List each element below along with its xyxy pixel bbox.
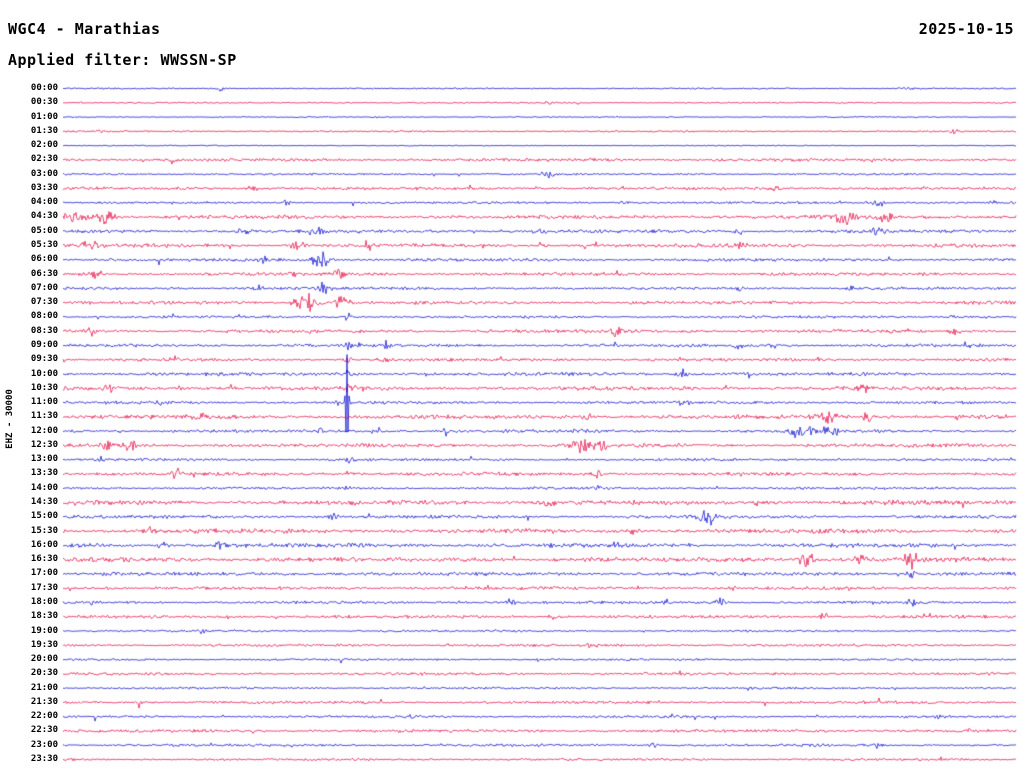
time-label: 02:30 <box>30 154 58 165</box>
time-label: 05:30 <box>30 240 58 251</box>
time-label: 04:00 <box>30 197 58 208</box>
time-label: 09:00 <box>30 339 58 350</box>
time-label: 12:00 <box>30 425 58 436</box>
time-label: 20:00 <box>30 654 58 665</box>
time-label: 21:00 <box>30 682 58 693</box>
station-title: WGC4 - Marathias <box>8 20 161 38</box>
time-label: 22:30 <box>30 725 58 736</box>
time-label: 16:30 <box>30 554 58 565</box>
time-label: 22:00 <box>30 711 58 722</box>
time-label: 18:30 <box>30 611 58 622</box>
time-label: 23:00 <box>30 739 58 750</box>
time-label: 21:30 <box>30 696 58 707</box>
time-label: 12:30 <box>30 439 58 450</box>
time-label: 11:30 <box>30 411 58 422</box>
time-label: 14:00 <box>30 482 58 493</box>
time-label: 00:30 <box>30 97 58 108</box>
time-label: 06:30 <box>30 268 58 279</box>
time-label: 15:30 <box>30 525 58 536</box>
time-label: 20:30 <box>30 668 58 679</box>
date-label: 2025-10-15 <box>918 20 1014 38</box>
time-label: 08:30 <box>30 325 58 336</box>
time-label: 01:30 <box>30 125 58 136</box>
time-label: 09:30 <box>30 354 58 365</box>
time-label: 03:00 <box>30 168 58 179</box>
time-label: 04:30 <box>30 211 58 222</box>
time-label: 17:00 <box>30 568 58 579</box>
time-label: 14:30 <box>30 497 58 508</box>
time-label: 17:30 <box>30 582 58 593</box>
time-label: 10:00 <box>30 368 58 379</box>
time-label: 07:00 <box>30 282 58 293</box>
time-label: 08:00 <box>30 311 58 322</box>
time-label: 06:00 <box>30 254 58 265</box>
time-label: 19:30 <box>30 639 58 650</box>
time-label: 16:00 <box>30 539 58 550</box>
time-label: 15:00 <box>30 511 58 522</box>
time-label: 02:00 <box>30 140 58 151</box>
time-label: 23:30 <box>30 754 58 764</box>
time-label: 03:30 <box>30 182 58 193</box>
time-label: 18:00 <box>30 596 58 607</box>
time-label: 00:00 <box>30 83 58 93</box>
time-label: 10:30 <box>30 382 58 393</box>
time-label: 19:00 <box>30 625 58 636</box>
time-label: 11:00 <box>30 397 58 408</box>
time-label: 05:00 <box>30 225 58 236</box>
time-label: 13:30 <box>30 468 58 479</box>
filter-label: Applied filter: WWSSN-SP <box>8 51 237 69</box>
time-label: 01:00 <box>30 111 58 122</box>
time-label: 07:30 <box>30 297 58 308</box>
time-label: 13:00 <box>30 454 58 465</box>
